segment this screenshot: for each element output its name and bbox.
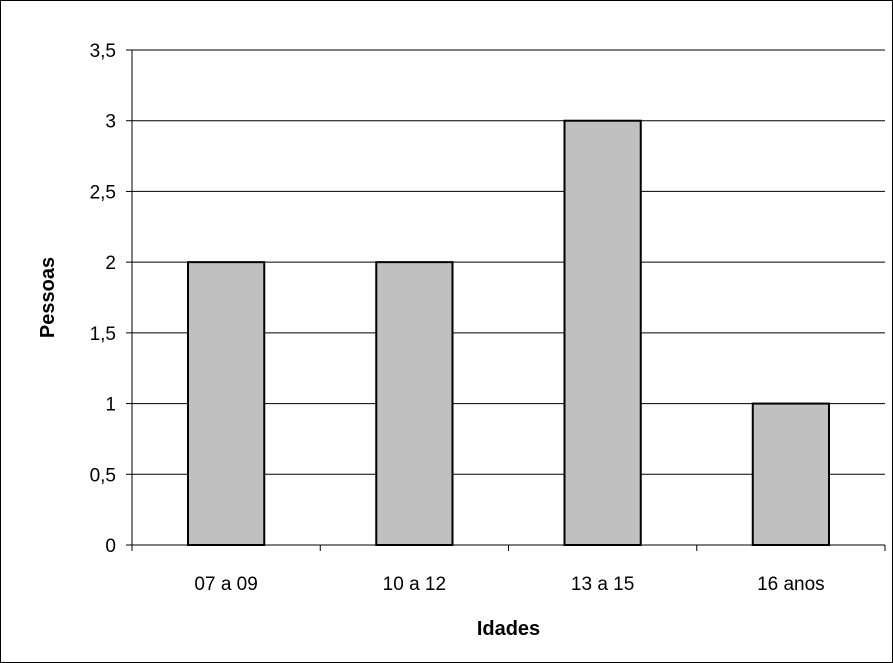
bar <box>751 402 830 547</box>
axes <box>126 49 886 551</box>
x-tick-label: 10 a 12 <box>383 574 446 595</box>
bar <box>375 261 454 546</box>
y-tick-label: 1,5 <box>90 324 116 345</box>
x-tick-label: 13 a 15 <box>571 574 634 595</box>
y-tick-label: 3 <box>105 112 116 133</box>
y-axis-title: Pessoas <box>37 257 59 338</box>
bar <box>187 261 266 546</box>
x-tick-label: 16 anos <box>757 574 825 595</box>
tick-labels: 0 0,5 1 1,5 2 2,5 3 3,5 07 a 09 10 a 12 13 a 15 16 … <box>90 41 825 595</box>
x-axis-title: Idades <box>477 618 540 640</box>
y-tick-label: 0,5 <box>90 465 116 486</box>
y-tick-label: 3,5 <box>90 41 116 62</box>
x-tick-label: 07 a 09 <box>194 574 257 595</box>
y-tick-label: 2 <box>105 253 116 274</box>
bars <box>187 119 830 547</box>
y-tick-label: 1 <box>105 395 116 416</box>
y-tick-label: 0 <box>105 536 116 557</box>
y-tick-label: 2,5 <box>90 182 116 203</box>
bar <box>563 119 642 546</box>
